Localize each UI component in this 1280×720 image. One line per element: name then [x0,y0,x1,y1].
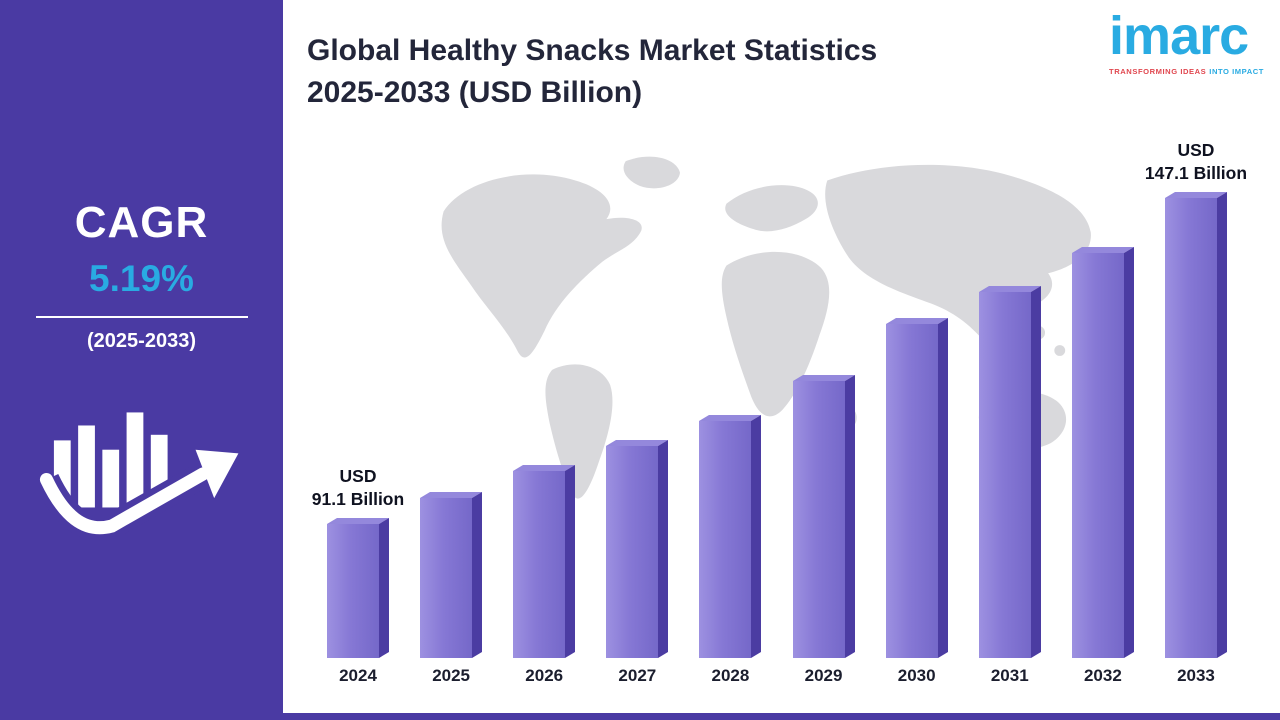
cagr-period: (2025-2033) [87,330,196,352]
bar-side-face [844,374,855,658]
chart-title: Global Healthy Snacks Market Statistics … [307,30,877,114]
chart-title-line1: Global Healthy Snacks Market Statistics [307,34,878,67]
bar-2029 [792,374,855,658]
value-label-2024: USD 91.1 Billion [311,465,405,510]
tagline-part1: TRANSFORMING IDEAS [1109,66,1207,76]
bar-2025 [420,491,483,658]
bar-side-face [1030,285,1041,658]
year-label-2028: 2028 [711,666,750,685]
bar-slot-2033: 2033 USD 147.1 Billion [1145,140,1247,685]
bar-slot-2025: 2025 [420,193,483,685]
imarc-logo: imarc TRANSFORMING IDEAS INTO IMPACT [1109,8,1264,76]
imarc-logo-text: imarc [1109,6,1249,66]
bar-2027 [606,439,669,658]
bar-side-face [751,414,762,658]
year-label-2031: 2031 [990,666,1029,685]
cagr-value: 5.19% [89,258,194,299]
bar-2031 [978,285,1041,658]
chart-title-line2: 2025-2033 (USD Billion) [307,76,643,109]
cagr-sidebar: CAGR 5.19% (2025-2033) [0,0,283,720]
year-label-2025: 2025 [432,666,471,685]
bar-side-face [658,439,669,658]
bar-slot-2030: 2030 [885,193,948,685]
year-label-2024: 2024 [339,666,377,685]
bars-row: 2024 USD 91.1 Billion 2025 2026 2027 2028 2029 2… [312,140,1247,685]
bar-slot-2027: 2027 [606,193,669,685]
year-label-2026: 2026 [525,666,564,685]
bar-slot-2028: 2028 [699,193,762,685]
bar-side-face [937,317,948,658]
chart-area: Global Healthy Snacks Market Statistics … [283,0,1280,720]
bar-2033 [1164,191,1227,658]
year-label-2033: 2033 [1177,666,1215,685]
bar-slot-2029: 2029 [792,193,855,685]
bar-side-face [379,517,389,658]
bar-slot-2024: 2024 USD 91.1 Billion [312,193,404,685]
year-label-2030: 2030 [897,666,936,685]
bar-slot-2031: 2031 [978,193,1041,685]
bar-side-face [1123,246,1134,658]
cagr-label: CAGR [74,198,209,247]
year-label-2027: 2027 [618,666,657,685]
cagr-divider [35,316,248,318]
bar-2028 [699,414,762,658]
bottom-accent-strip [283,713,1280,720]
year-label-2029: 2029 [804,666,843,685]
bar-side-face [565,464,576,658]
bar-slot-2026: 2026 [513,193,576,685]
year-label-2032: 2032 [1083,666,1122,685]
bar-2032 [1071,246,1134,658]
tagline-part2: INTO IMPACT [1209,66,1264,76]
bar-side-face [1216,191,1227,658]
growth-chart-icon [39,412,239,541]
value-label-2033: USD 147.1 Billion [1144,139,1248,184]
bar-2030 [885,317,948,658]
bar-side-face [472,491,483,658]
imarc-logo-tagline: TRANSFORMING IDEAS INTO IMPACT [1109,67,1264,76]
bar-slot-2032: 2032 [1071,193,1134,685]
bar-2024 [327,517,389,658]
bar-2026 [513,464,576,658]
